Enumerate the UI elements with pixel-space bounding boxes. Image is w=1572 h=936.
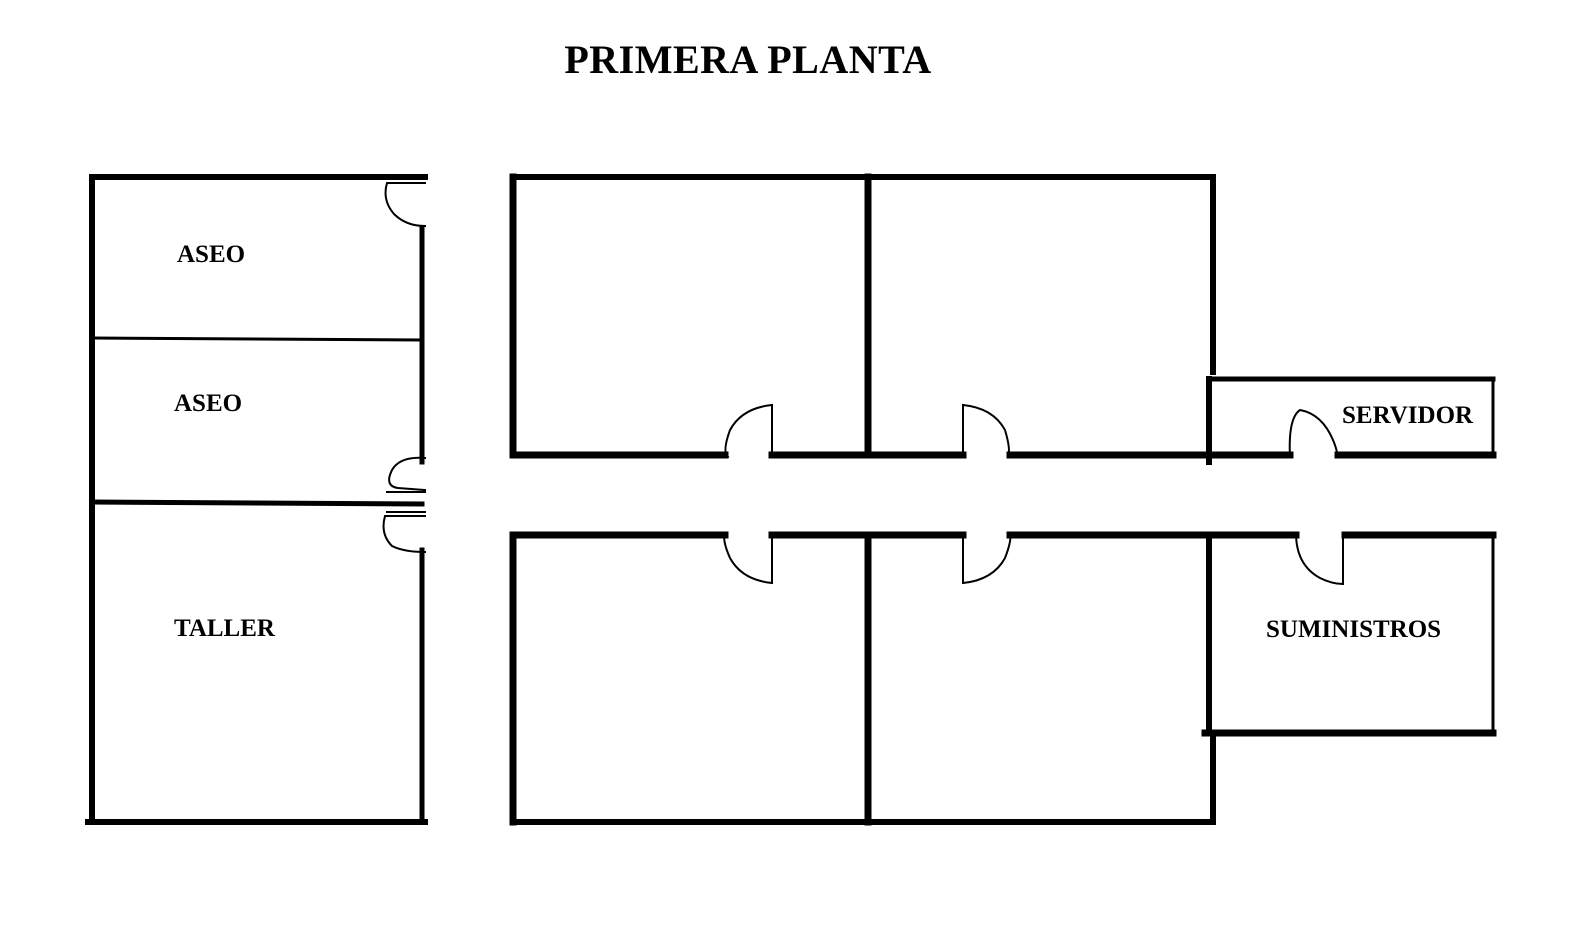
room-label-suministros: SUMINISTROS bbox=[1266, 616, 1442, 643]
annex-walls bbox=[1201, 376, 1497, 737]
plan-title: PRIMERA PLANTA bbox=[564, 37, 932, 82]
room-label-taller: TALLER bbox=[174, 615, 275, 642]
outer-walls bbox=[85, 174, 1216, 825]
left-wing-walls bbox=[89, 225, 425, 825]
corridor-horizontal-walls bbox=[509, 451, 1497, 539]
room-label-aseo-1: ASEO bbox=[177, 241, 246, 268]
room-label-aseo-2: ASEO bbox=[174, 390, 243, 417]
room-label-servidor: SERVIDOR bbox=[1342, 402, 1474, 429]
corridor-walls bbox=[509, 173, 872, 826]
door-swings bbox=[382, 182, 1345, 586]
